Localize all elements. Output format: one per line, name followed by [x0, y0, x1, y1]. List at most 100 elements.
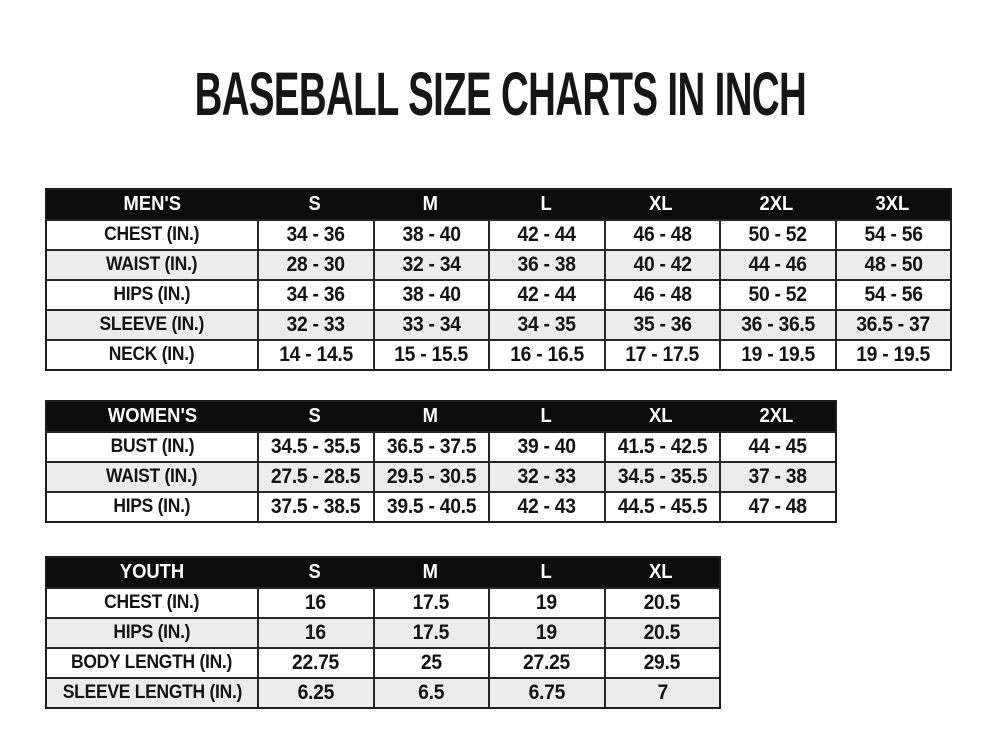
- size-value-cell: 34.5 - 35.5: [603, 461, 719, 491]
- header-cell: 2XL: [719, 190, 835, 219]
- size-value-cell: 42 - 44: [488, 219, 604, 249]
- header-cell: L: [488, 190, 604, 219]
- size-value-cell: 47 - 48: [719, 491, 835, 521]
- size-value-cell-text: 19 - 19.5: [856, 343, 931, 366]
- size-value-cell: 42 - 43: [488, 491, 604, 521]
- header-cell-text: XL: [649, 405, 674, 427]
- header-cell-text: XL: [649, 193, 674, 215]
- size-value-cell: 32 - 34: [372, 249, 488, 279]
- size-value-cell: 39 - 40: [488, 431, 604, 461]
- size-value-cell: 33 - 34: [372, 309, 488, 339]
- size-value-cell: 34 - 36: [257, 279, 373, 309]
- size-value-cell: 37 - 38: [719, 461, 835, 491]
- size-value-cell: 19 - 19.5: [834, 339, 950, 369]
- size-value-cell-text: 42 - 44: [517, 283, 576, 306]
- size-value-cell-text: 37.5 - 38.5: [271, 495, 361, 518]
- header-cell: XL: [604, 190, 720, 219]
- row-label-cell: HIPS (IN.): [47, 617, 257, 647]
- size-value-cell-text: 37 - 38: [748, 465, 807, 488]
- size-value-cell-text: 17 - 17.5: [625, 343, 700, 366]
- size-value-cell-text: 17.5: [412, 621, 450, 644]
- size-value-cell-text: 29.5: [643, 651, 681, 674]
- size-value-cell-text: 29.5 - 30.5: [386, 465, 477, 488]
- size-value-cell: 17.5: [372, 617, 488, 647]
- header-cell: MEN'S: [47, 190, 257, 219]
- size-value-cell: 36.5 - 37: [834, 309, 950, 339]
- size-value-cell: 16: [257, 587, 373, 617]
- size-value-cell-text: 19: [536, 621, 558, 644]
- size-value-cell-text: 50 - 52: [748, 283, 807, 306]
- size-value-cell: 46 - 48: [603, 219, 719, 249]
- size-value-cell: 39.5 - 40.5: [372, 491, 488, 521]
- womens-size-table: WOMEN'S S M L XL 2XL BUST (IN.) 34.5 - 35.5 36.5…: [45, 400, 837, 523]
- size-value-cell-text: 16: [305, 621, 327, 644]
- size-value-cell-text: 7: [657, 681, 668, 704]
- youth-row-1: HIPS (IN.) 16 17.5 19 20.5: [47, 617, 719, 647]
- mens-row-0: CHEST (IN.) 34 - 36 38 - 40 42 - 44 46 - 48 5…: [47, 219, 950, 249]
- size-value-cell-text: 36 - 38: [517, 253, 576, 276]
- size-value-cell: 29.5: [603, 647, 719, 677]
- size-value-cell: 36.5 - 37.5: [372, 431, 488, 461]
- header-cell-text: M: [422, 561, 438, 583]
- size-value-cell: 36 - 36.5: [719, 309, 835, 339]
- header-cell-text: M: [422, 405, 438, 427]
- page-title: BASEBALL SIZE CHARTS IN INCH: [0, 64, 1000, 125]
- size-value-cell-text: 27.25: [523, 651, 571, 674]
- size-value-cell: 37.5 - 38.5: [257, 491, 373, 521]
- size-value-cell: 25: [372, 647, 488, 677]
- size-value-cell: 19: [488, 587, 604, 617]
- size-value-cell: 14 - 14.5: [257, 339, 373, 369]
- header-cell-text: YOUTH: [119, 561, 185, 583]
- size-value-cell-text: 44.5 - 45.5: [617, 495, 708, 518]
- size-value-cell: 17.5: [372, 587, 488, 617]
- size-value-cell: 44.5 - 45.5: [603, 491, 719, 521]
- size-value-cell: 27.5 - 28.5: [257, 461, 373, 491]
- header-cell: 3XL: [835, 190, 951, 219]
- row-label-cell-text: WAIST (IN.): [106, 466, 198, 487]
- youth-header-row: YOUTH S M L XL: [47, 558, 719, 587]
- row-label-cell: SLEEVE (IN.): [47, 309, 257, 339]
- size-value-cell-text: 34.5 - 35.5: [617, 465, 708, 488]
- header-cell: M: [373, 190, 489, 219]
- header-cell-text: 2XL: [759, 405, 794, 427]
- row-label-cell: WAIST (IN.): [47, 249, 257, 279]
- size-value-cell-text: 50 - 52: [748, 223, 807, 246]
- size-value-cell-text: 36.5 - 37.5: [386, 435, 477, 458]
- size-value-cell-text: 54 - 56: [864, 223, 923, 246]
- size-value-cell: 19: [488, 617, 604, 647]
- size-value-cell: 6.5: [372, 677, 488, 707]
- size-value-cell: 22.75: [257, 647, 373, 677]
- header-cell: 2XL: [719, 402, 835, 431]
- header-cell: XL: [604, 402, 720, 431]
- header-cell: L: [488, 558, 604, 587]
- womens-header-row: WOMEN'S S M L XL 2XL: [47, 402, 835, 431]
- header-cell: S: [257, 558, 373, 587]
- size-value-cell-text: 42 - 43: [517, 495, 576, 518]
- size-value-cell: 17 - 17.5: [603, 339, 719, 369]
- header-cell-text: M: [422, 193, 438, 215]
- header-cell-text: XL: [649, 561, 674, 583]
- size-value-cell-text: 34 - 36: [286, 223, 345, 246]
- size-value-cell: 35 - 36: [603, 309, 719, 339]
- row-label-cell: CHEST (IN.): [47, 219, 257, 249]
- size-value-cell: 7: [603, 677, 719, 707]
- header-cell: YOUTH: [47, 558, 257, 587]
- row-label-cell: HIPS (IN.): [47, 279, 257, 309]
- size-value-cell-text: 42 - 44: [517, 223, 576, 246]
- size-value-cell-text: 36.5 - 37: [856, 313, 931, 336]
- row-label-cell: NECK (IN.): [47, 339, 257, 369]
- size-value-cell-text: 22.75: [292, 651, 340, 674]
- womens-row-0: BUST (IN.) 34.5 - 35.5 36.5 - 37.5 39 - 40 4…: [47, 431, 835, 461]
- size-value-cell: 36 - 38: [488, 249, 604, 279]
- size-value-cell-text: 27.5 - 28.5: [271, 465, 361, 488]
- header-cell: XL: [604, 558, 720, 587]
- size-value-cell: 16 - 16.5: [488, 339, 604, 369]
- row-label-cell-text: CHEST (IN.): [104, 592, 200, 613]
- youth-row-0: CHEST (IN.) 16 17.5 19 20.5: [47, 587, 719, 617]
- row-label-cell-text: HIPS (IN.): [113, 622, 191, 643]
- size-value-cell-text: 44 - 46: [748, 253, 807, 276]
- size-value-cell: 16: [257, 617, 373, 647]
- size-value-cell: 34 - 35: [488, 309, 604, 339]
- size-value-cell: 15 - 15.5: [372, 339, 488, 369]
